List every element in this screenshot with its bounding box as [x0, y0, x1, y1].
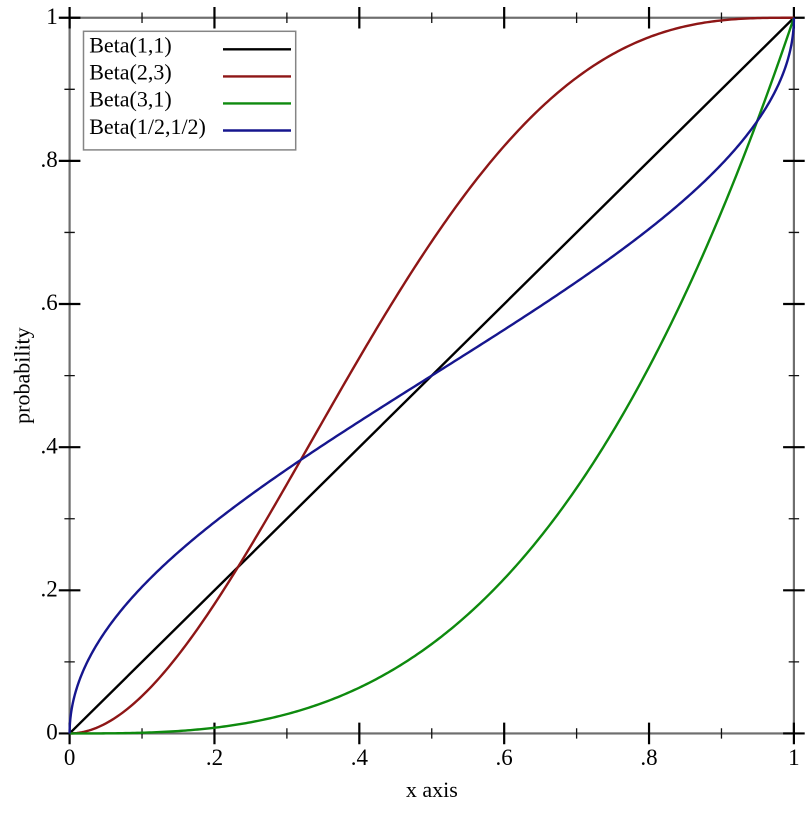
svg-text:1: 1 — [46, 4, 58, 29]
svg-text:Beta(1/2,1/2): Beta(1/2,1/2) — [89, 114, 206, 139]
svg-text:1: 1 — [788, 745, 800, 770]
svg-text:Beta(1,1): Beta(1,1) — [89, 33, 171, 58]
svg-text:0: 0 — [64, 745, 76, 770]
svg-text:.2: .2 — [41, 577, 58, 602]
svg-text:.4: .4 — [41, 433, 59, 458]
svg-text:.8: .8 — [640, 745, 657, 770]
svg-text:probability: probability — [10, 327, 35, 424]
svg-text:.6: .6 — [496, 745, 513, 770]
svg-text:.2: .2 — [206, 745, 223, 770]
svg-text:.6: .6 — [41, 290, 58, 315]
svg-text:Beta(3,1): Beta(3,1) — [89, 87, 171, 112]
svg-text:x axis: x axis — [406, 777, 458, 802]
svg-text:.8: .8 — [41, 147, 58, 172]
svg-text:0: 0 — [46, 720, 58, 745]
svg-text:Beta(2,3): Beta(2,3) — [89, 60, 171, 85]
svg-text:.4: .4 — [351, 745, 369, 770]
